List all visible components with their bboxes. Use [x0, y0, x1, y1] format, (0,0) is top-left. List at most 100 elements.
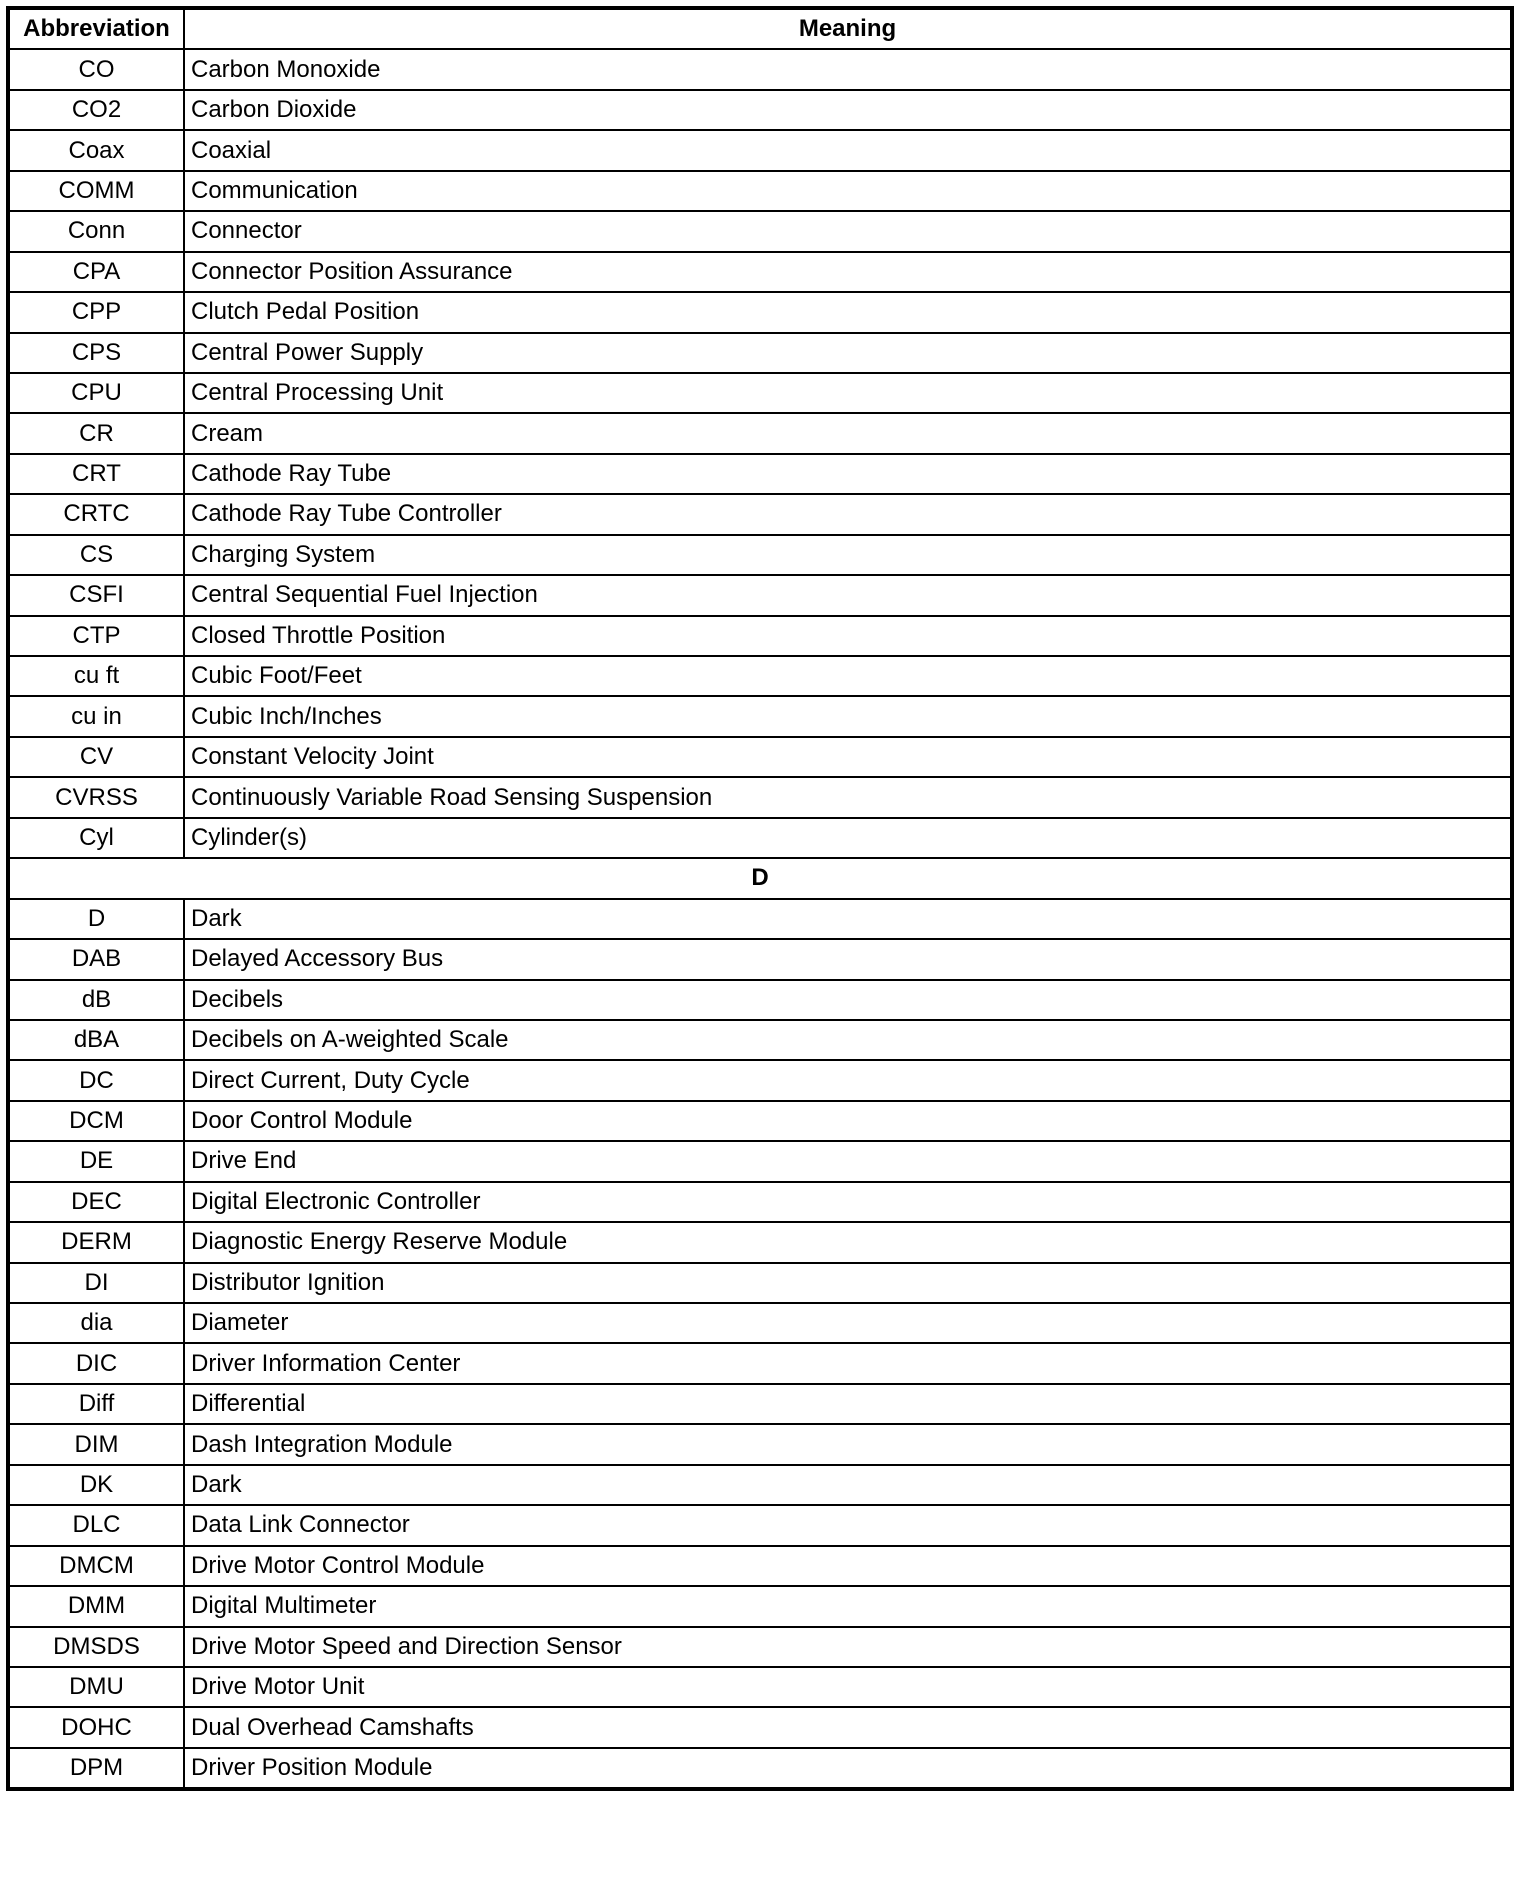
meaning-cell: Distributor Ignition — [183, 1261, 1513, 1305]
meaning-cell: Drive Motor Control Module — [183, 1544, 1513, 1588]
table-row: CPP Clutch Pedal Position — [7, 291, 1513, 334]
table-row: DIM Dash Integration Module — [7, 1423, 1513, 1466]
table-row: dBA Decibels on A-weighted Scale — [7, 1018, 1513, 1062]
table-row: DPM Driver Position Module — [7, 1746, 1513, 1791]
table-row: CV Constant Velocity Joint — [7, 735, 1513, 779]
abbreviation-cell: Coax — [7, 129, 185, 172]
meaning-cell: Cubic Inch/Inches — [183, 695, 1513, 738]
meaning-cell: Continuously Variable Road Sensing Suspe… — [183, 776, 1513, 819]
table-row: DLC Data Link Connector — [7, 1504, 1513, 1547]
table-row: CS Charging System — [7, 533, 1513, 577]
meaning-cell: Delayed Accessory Bus — [183, 938, 1513, 981]
table-row: cu in Cubic Inch/Inches — [7, 695, 1513, 738]
meaning-cell: Communication — [183, 169, 1513, 213]
table-row: D Dark — [7, 897, 1513, 941]
meaning-cell: Charging System — [183, 533, 1513, 577]
abbreviation-cell: CTP — [7, 614, 185, 658]
table-row: DMSDS Drive Motor Speed and Direction Sen… — [7, 1625, 1513, 1668]
abbreviation-cell: DIC — [7, 1342, 185, 1385]
meaning-cell: Carbon Monoxide — [183, 48, 1513, 91]
table-row: DEC Digital Electronic Controller — [7, 1180, 1513, 1224]
abbreviation-cell: CPA — [7, 250, 185, 294]
table-row: Coax Coaxial — [7, 129, 1513, 172]
meaning-cell: Central Power Supply — [183, 331, 1513, 374]
table-row: dB Decibels — [7, 978, 1513, 1021]
meaning-cell: Coaxial — [183, 129, 1513, 172]
abbreviation-cell: dB — [7, 978, 185, 1021]
abbreviation-cell: CSFI — [7, 574, 185, 617]
abbreviation-cell: DLC — [7, 1504, 185, 1547]
abbreviation-cell: DCM — [7, 1099, 185, 1143]
abbreviation-cell: DMCM — [7, 1544, 185, 1588]
meaning-cell: Data Link Connector — [183, 1504, 1513, 1547]
abbreviation-cell: CS — [7, 533, 185, 577]
abbreviation-cell: dia — [7, 1301, 185, 1345]
abbreviation-cell: dBA — [7, 1018, 185, 1062]
abbreviation-cell: cu in — [7, 695, 185, 738]
table-row: CVRSS Continuously Variable Road Sensing … — [7, 776, 1513, 819]
table-row: DMU Drive Motor Unit — [7, 1665, 1513, 1709]
meaning-cell: Dual Overhead Camshafts — [183, 1706, 1513, 1749]
meaning-cell: Drive Motor Speed and Direction Sensor — [183, 1625, 1513, 1668]
meaning-cell: Decibels — [183, 978, 1513, 1021]
meaning-cell: Clutch Pedal Position — [183, 291, 1513, 334]
meaning-cell: Direct Current, Duty Cycle — [183, 1059, 1513, 1102]
meaning-cell: Carbon Dioxide — [183, 88, 1513, 132]
abbreviation-cell: D — [7, 897, 185, 941]
abbreviation-cell: DAB — [7, 938, 185, 981]
abbreviation-cell: CPU — [7, 371, 185, 415]
meaning-cell: Door Control Module — [183, 1099, 1513, 1143]
abbreviation-cell: DOHC — [7, 1706, 185, 1749]
abbreviation-cell: Cyl — [7, 816, 185, 860]
abbreviation-cell: DC — [7, 1059, 185, 1102]
meaning-cell: Drive End — [183, 1140, 1513, 1183]
table-row: DCM Door Control Module — [7, 1099, 1513, 1143]
header-meaning: Meaning — [183, 6, 1513, 51]
meaning-cell: Cathode Ray Tube — [183, 452, 1513, 496]
meaning-cell: Cathode Ray Tube Controller — [183, 493, 1513, 536]
table-row: DE Drive End — [7, 1140, 1513, 1183]
table-row: DOHC Dual Overhead Camshafts — [7, 1706, 1513, 1749]
meaning-cell: Diameter — [183, 1301, 1513, 1345]
abbreviation-cell: DMU — [7, 1665, 185, 1709]
table-row: dia Diameter — [7, 1301, 1513, 1345]
table-row: Conn Connector — [7, 210, 1513, 253]
abbreviation-cell: cu ft — [7, 654, 185, 698]
abbreviation-cell: CR — [7, 412, 185, 455]
table-row: DMM Digital Multimeter — [7, 1585, 1513, 1628]
table-row: cu ft Cubic Foot/Feet — [7, 654, 1513, 698]
meaning-cell: Dash Integration Module — [183, 1423, 1513, 1466]
header-row: Abbreviation Meaning — [7, 6, 1513, 51]
meaning-cell: Diagnostic Energy Reserve Module — [183, 1221, 1513, 1264]
meaning-cell: Digital Multimeter — [183, 1585, 1513, 1628]
abbreviation-cell: CV — [7, 735, 185, 779]
abbreviation-cell: Conn — [7, 210, 185, 253]
abbreviation-cell: CRTC — [7, 493, 185, 536]
meaning-cell: Connector — [183, 210, 1513, 253]
section-heading: D — [7, 857, 1513, 900]
meaning-cell: Differential — [183, 1382, 1513, 1426]
table-row: DK Dark — [7, 1463, 1513, 1507]
abbreviation-cell: CPS — [7, 331, 185, 374]
meaning-cell: Connector Position Assurance — [183, 250, 1513, 294]
table-row: CPU Central Processing Unit — [7, 371, 1513, 415]
table-row: DERM Diagnostic Energy Reserve Module — [7, 1221, 1513, 1264]
header-abbreviation: Abbreviation — [7, 6, 185, 51]
meaning-cell: Cubic Foot/Feet — [183, 654, 1513, 698]
abbreviation-cell: DIM — [7, 1423, 185, 1466]
meaning-cell: Central Sequential Fuel Injection — [183, 574, 1513, 617]
table-row: COMM Communication — [7, 169, 1513, 213]
abbreviation-table: Abbreviation Meaning CO Carbon Monoxide CO… — [6, 6, 1514, 1792]
meaning-cell: Central Processing Unit — [183, 371, 1513, 415]
table-row: CRT Cathode Ray Tube — [7, 452, 1513, 496]
table-row: CRTC Cathode Ray Tube Controller — [7, 493, 1513, 536]
table-row: Diff Differential — [7, 1382, 1513, 1426]
meaning-cell: Dark — [183, 897, 1513, 941]
table-row: CO2 Carbon Dioxide — [7, 88, 1513, 132]
table-row: CPS Central Power Supply — [7, 331, 1513, 374]
table-row: DIC Driver Information Center — [7, 1342, 1513, 1385]
meaning-cell: Digital Electronic Controller — [183, 1180, 1513, 1224]
table-row: CPA Connector Position Assurance — [7, 250, 1513, 294]
abbreviation-cell: DMSDS — [7, 1625, 185, 1668]
abbreviation-cell: DK — [7, 1463, 185, 1507]
